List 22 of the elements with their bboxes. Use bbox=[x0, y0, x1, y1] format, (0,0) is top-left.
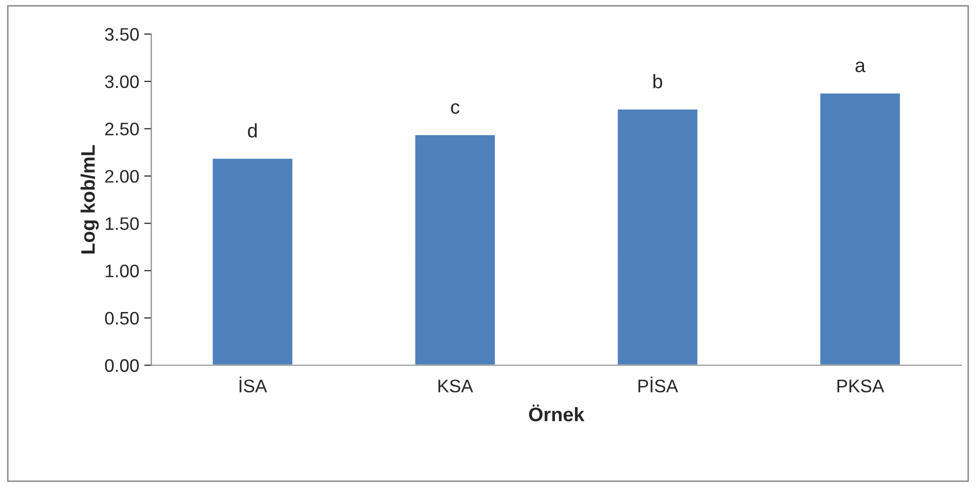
bar bbox=[616, 108, 699, 366]
bar bbox=[414, 134, 496, 366]
y-tick-label: 0.00 bbox=[105, 359, 139, 372]
x-tick-label: PKSA bbox=[837, 380, 884, 392]
y-tick-label: 3.50 bbox=[105, 28, 139, 41]
annotation: c bbox=[451, 103, 460, 114]
x-axis-title: Örnek bbox=[529, 404, 584, 422]
y-tick-label: 0.50 bbox=[105, 312, 139, 325]
y-tick-label: 2.00 bbox=[105, 170, 139, 183]
annotation: a bbox=[856, 62, 866, 72]
y-tick-label: 2.50 bbox=[105, 122, 139, 136]
annotation: d bbox=[248, 123, 257, 138]
bar bbox=[818, 92, 902, 366]
y-axis-title: Log kob/mL bbox=[80, 145, 99, 254]
annotation: b bbox=[653, 74, 662, 88]
x-tick-label: PİSA bbox=[638, 376, 678, 392]
x-tick-label: İSA bbox=[240, 376, 268, 392]
y-tick-label: 1.00 bbox=[106, 264, 139, 278]
y-tick-label: 3.00 bbox=[105, 75, 139, 88]
y-tick-label: 1.50 bbox=[106, 217, 139, 230]
x-tick-label: KSA bbox=[438, 380, 474, 392]
bar bbox=[211, 157, 294, 366]
